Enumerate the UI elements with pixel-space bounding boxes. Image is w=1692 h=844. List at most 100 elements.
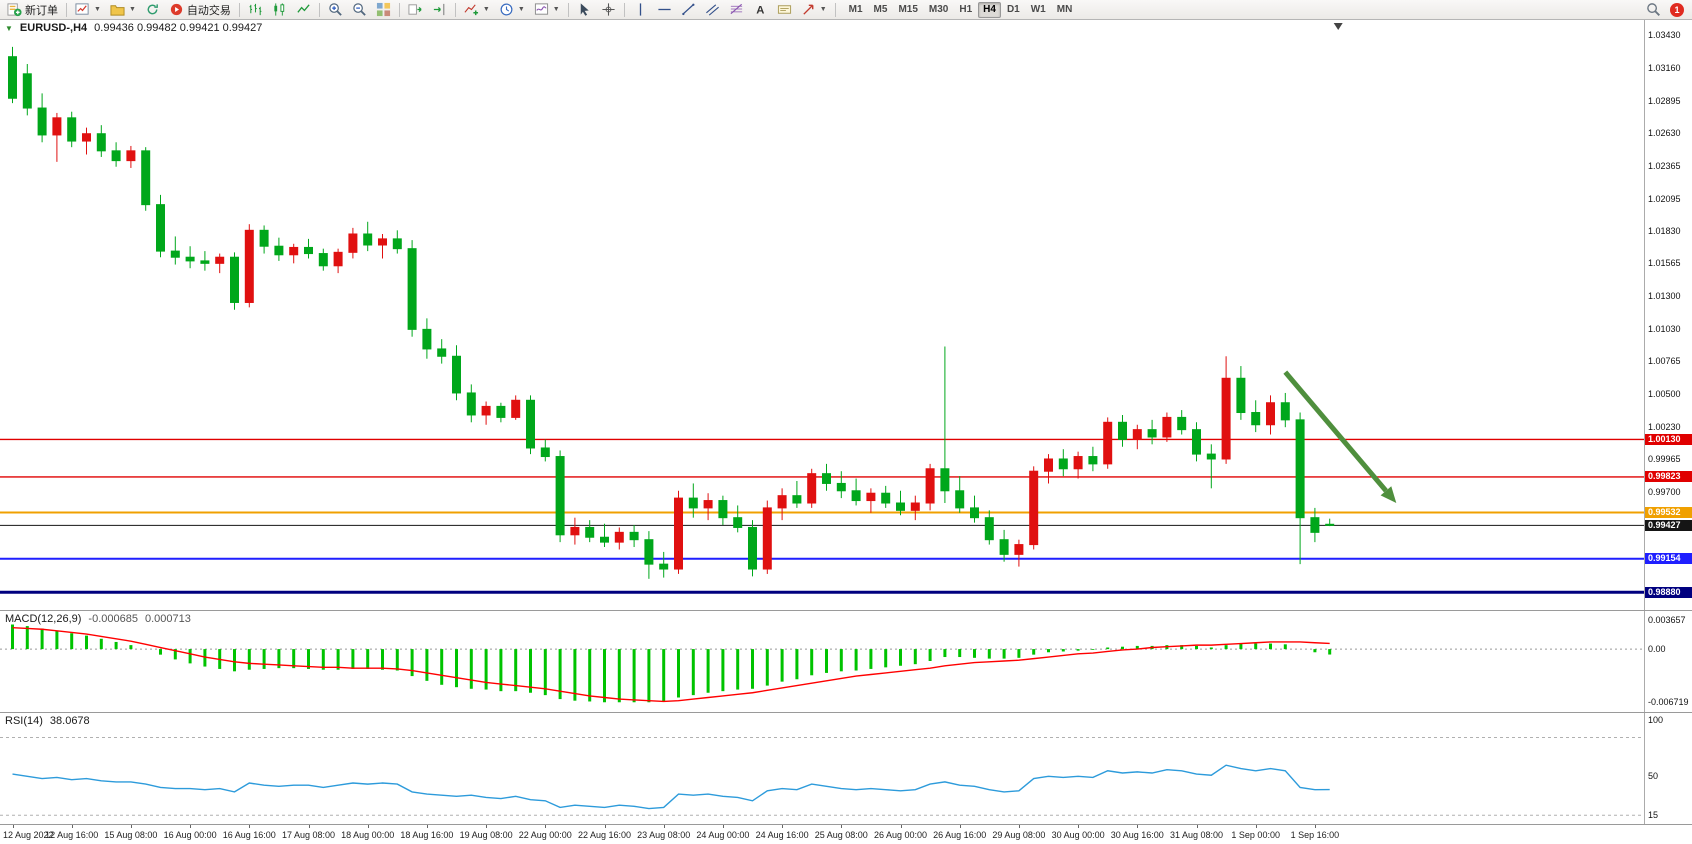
time-tick: [782, 825, 784, 828]
axis-label: 1.02630: [1648, 128, 1681, 139]
indicators-button[interactable]: ▼: [460, 1, 494, 19]
zoom-in-button[interactable]: [324, 1, 347, 19]
timeframe-m5-button[interactable]: M5: [869, 2, 893, 18]
axis-label: 1.01030: [1648, 323, 1681, 334]
crosshair-tool-button[interactable]: [597, 1, 620, 19]
time-label: 22 Aug 16:00: [577, 830, 632, 840]
channel-icon: [705, 4, 719, 16]
bar-chart-type-button[interactable]: [244, 1, 267, 19]
auto-trading-button[interactable]: 自动交易: [165, 1, 235, 19]
refresh-icon: [147, 4, 158, 15]
candle: [156, 204, 165, 252]
candlestick-chart-type-button[interactable]: [268, 1, 291, 19]
time-tick: [663, 825, 665, 828]
macd-plot[interactable]: [0, 611, 1644, 711]
candle: [170, 250, 180, 258]
chart-shift-button[interactable]: [428, 1, 451, 19]
timeframe-d1-button[interactable]: D1: [1002, 2, 1025, 18]
candle: [925, 468, 935, 504]
time-label: 23 Aug 08:00: [637, 830, 691, 840]
auto-scroll-button[interactable]: [404, 1, 427, 19]
new-chart-button[interactable]: ▼: [71, 1, 105, 19]
fibonacci-tool-button[interactable]: [725, 1, 748, 19]
rsi-axis[interactable]: 100 50 15: [1644, 713, 1692, 824]
rsi-value: 38.0678: [49, 715, 90, 727]
price-axis[interactable]: 1.03430 1.03160 1.02895 1.02630 1.02365 1.020…: [1644, 20, 1692, 610]
macd-label: MACD(12,26,9): [5, 613, 82, 625]
label-tool-button[interactable]: [773, 1, 796, 19]
chart-shift-icon: [433, 3, 445, 16]
time-label: 18 Aug 00:00: [341, 830, 395, 840]
candle: [1147, 429, 1157, 438]
svg-text:A: A: [756, 5, 764, 17]
candle: [511, 399, 521, 418]
timeframe-mn-button[interactable]: MN: [1052, 2, 1078, 18]
candle: [259, 229, 269, 247]
time-tick: [1314, 825, 1316, 828]
candle: [1280, 402, 1290, 421]
line-chart-type-button[interactable]: [292, 1, 315, 19]
candle: [1221, 377, 1231, 460]
profiles-button[interactable]: ▼: [106, 1, 140, 19]
rsi-plot[interactable]: [0, 713, 1644, 823]
new-order-button[interactable]: 新订单: [3, 1, 62, 19]
candle: [392, 238, 402, 250]
text-icon: A: [756, 5, 764, 17]
candle: [1162, 416, 1172, 438]
zoom-in-icon: [329, 3, 342, 16]
period-button[interactable]: ▼: [495, 1, 529, 19]
axis-label: 1.03160: [1648, 63, 1681, 74]
time-tick: [1137, 825, 1139, 828]
zoom-out-icon: [353, 3, 366, 16]
axis-label: 0.99700: [1648, 486, 1681, 497]
refresh-button[interactable]: [141, 1, 164, 19]
timeframe-m1-button[interactable]: M1: [844, 2, 868, 18]
timeframe-h1-button[interactable]: H1: [954, 2, 977, 18]
timeframe-m15-button[interactable]: M15: [893, 2, 922, 18]
axis-label: 1.01300: [1648, 290, 1681, 301]
arrow-object-button[interactable]: ▼: [797, 1, 831, 19]
trendline-tool-button[interactable]: [677, 1, 700, 19]
channel-tool-button[interactable]: [701, 1, 724, 19]
text-tool-button[interactable]: A: [749, 1, 772, 19]
one-click-trading-collapse-icon[interactable]: ▼: [5, 23, 13, 33]
macd-axis[interactable]: 0.003657 0.00 -0.006719: [1644, 611, 1692, 712]
time-tick: [722, 825, 724, 828]
time-tick: [486, 825, 488, 828]
label-icon: [777, 5, 791, 14]
toolbar-separator: [398, 2, 400, 17]
candle: [1310, 517, 1320, 533]
toolbar-right-group: 1: [1642, 1, 1689, 19]
candle: [896, 502, 905, 511]
vertical-line-tool-button[interactable]: [629, 1, 652, 19]
candle: [96, 133, 106, 152]
price-chart-plot[interactable]: [0, 20, 1644, 610]
toolbar-separator: [567, 2, 569, 17]
candle: [422, 328, 432, 350]
templates-button[interactable]: ▼: [530, 1, 564, 19]
time-label: 16 Aug 00:00: [163, 830, 217, 840]
horizontal-line-tool-button[interactable]: [653, 1, 676, 19]
search-button[interactable]: [1642, 1, 1665, 19]
time-tick: [130, 825, 132, 828]
chevron-down-icon: ▼: [552, 6, 560, 13]
candle: [955, 490, 965, 509]
timeframe-m30-button[interactable]: M30: [924, 2, 953, 18]
notification-badge[interactable]: 1: [1670, 2, 1684, 17]
cursor-tool-button[interactable]: [573, 1, 596, 19]
axis-label: 0.00: [1648, 643, 1666, 654]
time-tick: [959, 825, 961, 828]
zoom-out-button[interactable]: [348, 1, 371, 19]
macd-header: MACD(12,26,9) -0.000685 0.000713: [5, 613, 191, 625]
candle: [570, 526, 580, 536]
candle: [1103, 421, 1113, 465]
time-axis[interactable]: 12 Aug 2022 12 Aug 16:00 15 Aug 08:00 16 Au…: [0, 824, 1692, 844]
timeframe-w1-button[interactable]: W1: [1026, 2, 1051, 18]
candle: [1044, 458, 1053, 472]
timeframe-h4-button[interactable]: H4: [978, 1, 1001, 18]
candle: [777, 495, 787, 509]
candle: [1058, 458, 1068, 470]
candle: [1295, 419, 1305, 519]
tile-windows-button[interactable]: [372, 1, 395, 19]
time-tick: [604, 825, 606, 828]
